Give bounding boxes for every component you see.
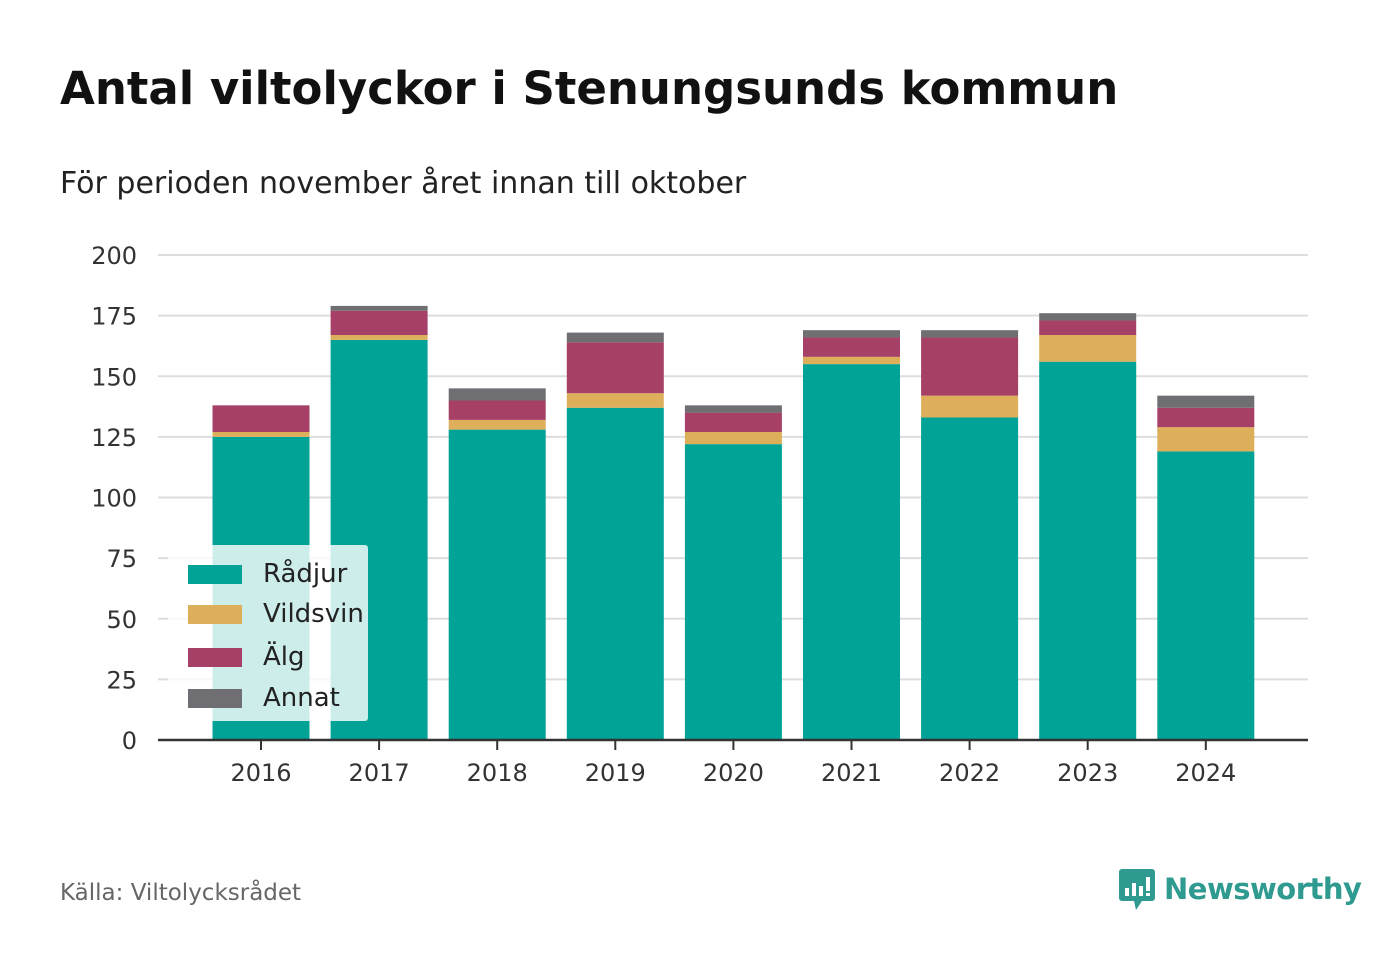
- legend-item-annat: Annat: [188, 683, 340, 713]
- bar-segment-lg-2024: [1157, 407, 1255, 428]
- y-tick-label: 125: [91, 424, 137, 452]
- bar-segment-annat-2019: [566, 332, 664, 343]
- x-tick-label: 2020: [703, 759, 764, 787]
- brand-logo[interactable]: Newsworthy: [1118, 866, 1362, 912]
- bar-segment-rdjur-2021: [803, 364, 900, 740]
- y-tick-label: 100: [91, 485, 137, 513]
- bar-segment-annat-2021: [803, 330, 900, 338]
- x-tick-label: 2019: [585, 759, 646, 787]
- bar-segment-annat-2020: [684, 405, 782, 413]
- bar-segment-rdjur-2019: [566, 407, 664, 740]
- legend-label-radjur: Rådjur: [263, 559, 348, 589]
- bar-segment-lg-2020: [684, 412, 782, 433]
- bar-segment-annat-2022: [921, 330, 1019, 338]
- chart-title: Antal viltolyckor i Stenungsunds kommun: [60, 62, 1119, 115]
- bar-segment-lg-2022: [921, 337, 1019, 396]
- y-tick-label: 50: [106, 606, 137, 634]
- legend-label-vildsvin: Vildsvin: [263, 599, 364, 629]
- bar-segment-vildsvin-2023: [1039, 335, 1137, 362]
- bar-segment-rdjur-2020: [684, 444, 782, 740]
- x-tick-label: 2024: [1175, 759, 1236, 787]
- bar-segment-rdjur-2023: [1039, 361, 1137, 740]
- x-tick-label: 2023: [1057, 759, 1118, 787]
- legend-swatch-radjur: [188, 564, 242, 584]
- bar-segment-lg-2016: [212, 405, 310, 433]
- legend-item-alg: Älg: [188, 642, 305, 672]
- bar-segment-vildsvin-2016: [212, 432, 310, 437]
- bar-segment-annat-2024: [1157, 395, 1255, 408]
- bar-segment-lg-2018: [448, 400, 546, 420]
- chart-subtitle: För perioden november året innan till ok…: [60, 166, 747, 201]
- bar-segment-rdjur-2024: [1157, 451, 1255, 740]
- y-tick-label: 0: [122, 727, 137, 755]
- bar-segment-vildsvin-2024: [1157, 427, 1255, 452]
- bar-segment-annat-2017: [330, 305, 428, 311]
- bar-stacks: [212, 305, 1255, 740]
- bar-segment-annat-2018: [448, 388, 546, 401]
- x-tick-label: 2016: [230, 759, 291, 787]
- x-tick-label: 2017: [349, 759, 410, 787]
- bar-segment-vildsvin-2019: [566, 393, 664, 408]
- newsworthy-logo-icon: [1119, 869, 1155, 910]
- legend-swatch-alg: [188, 647, 242, 667]
- y-tick-label: 75: [106, 545, 137, 573]
- x-tick-label: 2018: [467, 759, 528, 787]
- bar-segment-vildsvin-2018: [448, 419, 546, 430]
- legend-swatch-vildsvin: [188, 604, 242, 624]
- bar-segment-vildsvin-2017: [330, 335, 428, 340]
- y-tick-label: 150: [91, 363, 137, 391]
- bar-segment-vildsvin-2022: [921, 395, 1019, 418]
- legend-label-alg: Älg: [263, 642, 305, 672]
- axes: 0 25 50 75 100 125 150 175 200 2016 2017 2018 2019 20…: [91, 242, 1308, 787]
- legend: Rådjur Vildsvin Älg Annat: [168, 545, 368, 721]
- brand-name: Newsworthy: [1164, 872, 1362, 906]
- y-tick-label: 200: [91, 242, 137, 270]
- legend-label-annat: Annat: [263, 683, 340, 713]
- bar-segment-lg-2017: [330, 310, 428, 336]
- x-tick-label: 2021: [821, 759, 882, 787]
- bar-segment-vildsvin-2020: [684, 432, 782, 445]
- x-tick-label: 2022: [939, 759, 1000, 787]
- y-tick-label: 25: [106, 666, 137, 694]
- bar-segment-lg-2023: [1039, 320, 1137, 336]
- bar-segment-lg-2021: [803, 337, 900, 357]
- bar-segment-lg-2019: [566, 342, 664, 394]
- source-note: Källa: Viltolycksrådet: [60, 880, 302, 906]
- bar-segment-vildsvin-2021: [803, 356, 900, 365]
- legend-swatch-annat: [188, 688, 242, 708]
- bar-segment-rdjur-2022: [921, 417, 1019, 740]
- legend-item-vildsvin: Vildsvin: [188, 599, 364, 629]
- bar-segment-annat-2023: [1039, 313, 1137, 321]
- bar-segment-rdjur-2018: [448, 429, 546, 740]
- legend-item-radjur: Rådjur: [188, 559, 347, 589]
- y-tick-label: 175: [91, 303, 137, 331]
